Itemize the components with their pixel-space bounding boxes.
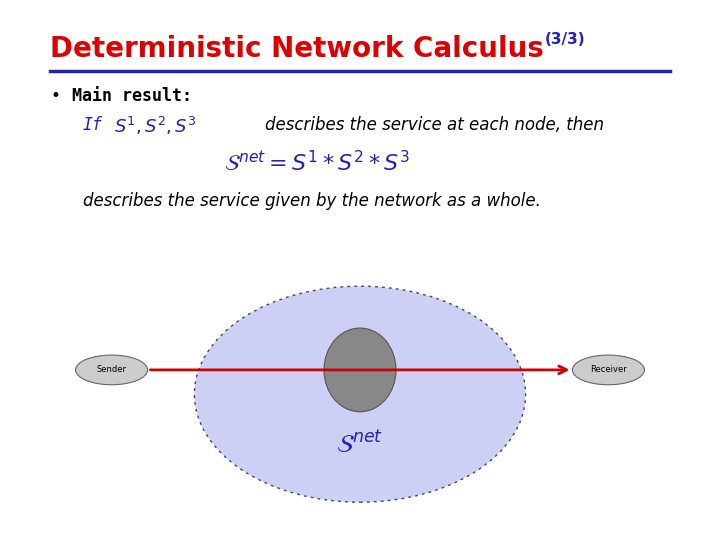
Ellipse shape bbox=[76, 355, 148, 384]
Text: Sender: Sender bbox=[96, 366, 127, 374]
Text: Deterministic Network Calculus: Deterministic Network Calculus bbox=[50, 35, 544, 63]
Text: describes the service at each node, then: describes the service at each node, then bbox=[265, 116, 604, 134]
Ellipse shape bbox=[572, 355, 644, 384]
Text: If: If bbox=[83, 116, 103, 134]
Text: (3/3): (3/3) bbox=[545, 32, 585, 47]
Ellipse shape bbox=[324, 328, 396, 411]
Text: •: • bbox=[50, 87, 60, 105]
Text: $\mathcal{S}^{net} = S^1 * S^2 * S^3$: $\mathcal{S}^{net} = S^1 * S^2 * S^3$ bbox=[224, 151, 410, 177]
Text: Main result:: Main result: bbox=[72, 87, 192, 105]
Ellipse shape bbox=[194, 286, 526, 502]
Text: Receiver: Receiver bbox=[590, 366, 627, 374]
Text: $\mathcal{S}^{net}$: $\mathcal{S}^{net}$ bbox=[336, 432, 384, 458]
Text: describes the service given by the network as a whole.: describes the service given by the netwo… bbox=[83, 192, 541, 210]
Text: $S^1, S^2, S^3$: $S^1, S^2, S^3$ bbox=[114, 114, 196, 137]
